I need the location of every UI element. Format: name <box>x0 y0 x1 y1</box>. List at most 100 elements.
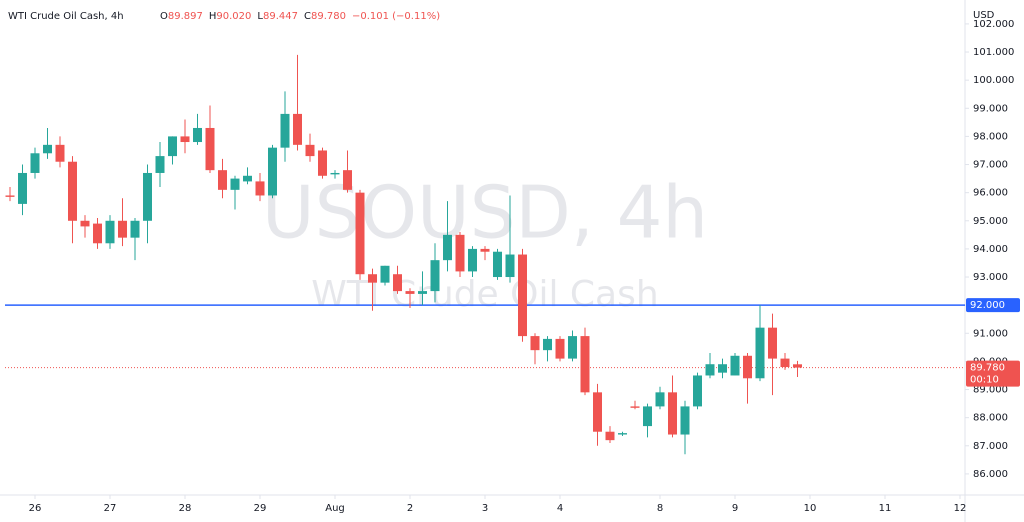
candle-body <box>305 144 315 157</box>
candle-body <box>743 355 752 379</box>
ohlc-value: 90.020 <box>216 11 251 22</box>
candle-body <box>5 195 15 197</box>
y-tick-label: 99.000 <box>973 103 1008 114</box>
candle-body <box>643 406 652 427</box>
y-tick-label: 95.000 <box>973 216 1008 227</box>
x-tick-label: 3 <box>482 503 488 514</box>
candle-body <box>418 291 427 294</box>
candle-body <box>243 175 252 182</box>
header-bg <box>4 6 424 26</box>
candle-body <box>155 156 165 173</box>
ohlc-label: C <box>304 11 311 22</box>
candle-body <box>518 254 527 337</box>
x-tick-label: 4 <box>557 503 563 514</box>
x-tick-label: 12 <box>954 503 967 514</box>
candle-body <box>668 392 677 435</box>
candle-body <box>593 392 602 432</box>
candle-body <box>130 220 140 238</box>
candle-body <box>768 327 777 359</box>
ohlc-value: 89.780 <box>311 11 346 22</box>
x-tick-label: 8 <box>657 503 663 514</box>
x-tick-label: Aug <box>325 503 345 514</box>
candle-body <box>443 234 452 261</box>
y-tick-label: 93.000 <box>973 272 1008 283</box>
candle-body <box>30 153 40 173</box>
x-tick-label: 29 <box>254 503 267 514</box>
y-tick-label: 86.000 <box>973 469 1008 480</box>
candle-body <box>255 181 265 196</box>
x-tick-label: 27 <box>104 503 117 514</box>
candle-body <box>730 355 740 376</box>
candle-body <box>68 161 77 221</box>
candle-body <box>755 327 765 379</box>
x-tick-label: 9 <box>732 503 738 514</box>
y-tick-label: 88.000 <box>973 413 1008 424</box>
y-tick-label: 94.000 <box>973 244 1008 255</box>
candle-body <box>393 274 402 292</box>
candle-body <box>143 172 152 221</box>
candle-body <box>430 260 440 292</box>
x-tick-label: 11 <box>879 503 892 514</box>
candle-body <box>493 251 502 278</box>
candle-body <box>55 144 65 162</box>
ohlc-label: O <box>160 11 168 22</box>
ohlc-label: L <box>257 11 263 22</box>
candle-body <box>318 150 327 176</box>
horizontal-line-label: 92.000 <box>970 300 1005 311</box>
candle-body <box>268 147 277 196</box>
y-tick-label: 98.000 <box>973 131 1008 142</box>
candle-body <box>280 113 290 148</box>
candle-body <box>468 248 477 272</box>
candle-body <box>693 375 702 407</box>
candle-body <box>505 254 515 278</box>
candle-body <box>18 172 27 204</box>
x-tick-label: 10 <box>804 503 817 514</box>
watermark: USOUSD, 4h <box>262 171 708 255</box>
horizontal-line-label-bg <box>966 298 1020 313</box>
watermark-subtitle: WTI Crude Oil Cash <box>311 274 658 315</box>
candle-body <box>705 364 715 376</box>
candle-body <box>543 338 552 351</box>
ohlc-label: H <box>209 11 217 22</box>
candle-body <box>718 364 727 373</box>
x-tick-label: 28 <box>179 503 192 514</box>
y-tick-label: 89.000 <box>973 385 1008 396</box>
chart-title: WTI Crude Oil Cash, 4h <box>8 11 124 22</box>
x-tick-label: 26 <box>29 503 42 514</box>
candle-body <box>618 433 627 435</box>
candle-body <box>218 170 227 190</box>
candle-body <box>568 336 577 359</box>
candle-body <box>380 265 390 283</box>
candle-body <box>230 178 240 190</box>
candle-body <box>193 127 202 143</box>
y-tick-label: 97.000 <box>973 160 1008 171</box>
candle-body <box>405 291 415 294</box>
candle-body <box>105 220 115 244</box>
ohlc-legend: O89.897 H90.020 L89.447 C89.780 −0.101 (−0.1… <box>160 11 440 22</box>
ohlc-value: 89.897 <box>168 11 203 22</box>
y-tick-label: 96.000 <box>973 188 1008 199</box>
candle-body <box>580 336 590 393</box>
last-price-label: 89.780 <box>970 363 1005 374</box>
last-price-countdown: 00:10 <box>970 375 999 386</box>
currency-label: USD <box>973 10 995 21</box>
candle-body <box>780 358 790 368</box>
candle-body <box>368 274 377 283</box>
candle-body <box>205 127 215 171</box>
ohlc-value: 89.447 <box>263 11 298 22</box>
last-price-label-bg <box>966 360 1020 387</box>
candle-body <box>293 113 302 145</box>
y-tick-label: 87.000 <box>973 441 1008 452</box>
candle-body <box>630 406 640 408</box>
candle-body <box>655 392 665 407</box>
candle-body <box>455 234 465 272</box>
candle-body <box>480 248 490 252</box>
y-tick-label: 100.000 <box>973 75 1014 86</box>
candle-body <box>180 136 190 143</box>
candle-body <box>355 192 365 275</box>
candle-body <box>555 338 565 359</box>
candle-body <box>680 406 690 435</box>
candle-body <box>343 170 352 190</box>
y-tick-label: 91.000 <box>973 328 1008 339</box>
